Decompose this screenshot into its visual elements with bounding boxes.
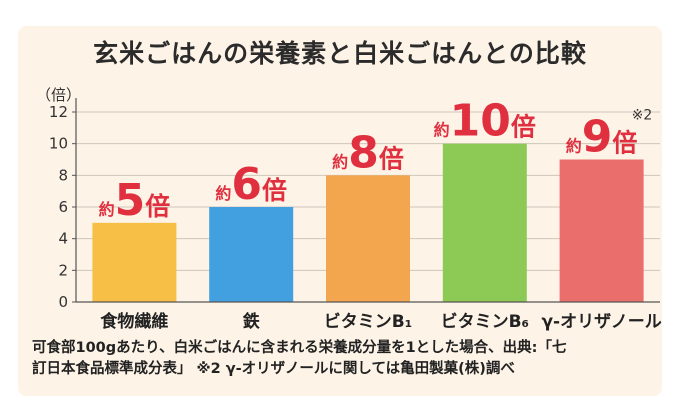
y-tick-label-2: 4 <box>58 230 68 248</box>
data-label-suffix-3: 倍 <box>511 113 536 142</box>
data-label-value-1: 6 <box>231 159 262 210</box>
bar-4 <box>559 159 644 302</box>
footnote-line-2: 訂日本食品標準成分表」 ※2 γ-オリザノールに関しては亀田製菓(株)調べ <box>32 361 515 377</box>
axes: 0 2 4 6 8 10 12（倍） 食物繊維 鉄 ビタミンB₁ ビタミンB₆ γ-オリザノール <box>36 86 662 332</box>
y-tick-label-4: 8 <box>58 166 68 184</box>
data-label-prefix-0: 約 <box>99 200 115 219</box>
data-label-2: 約8倍 <box>332 127 404 178</box>
x-tick-label-4: γ-オリザノール <box>541 312 661 332</box>
data-label-suffix-1: 倍 <box>262 176 287 205</box>
data-label-value-2: 8 <box>348 127 379 178</box>
data-label-0: 約5倍 <box>99 175 171 226</box>
data-label-prefix-2: 約 <box>332 152 348 171</box>
y-tick-label-0: 0 <box>58 293 68 311</box>
data-label-suffix-4: 倍 <box>612 129 637 158</box>
x-tick-label-3: ビタミンB₆ <box>441 312 529 332</box>
y-tick-label-5: 10 <box>49 135 68 153</box>
data-label-4: 約9倍 <box>566 112 638 163</box>
data-label-prefix-1: 約 <box>215 184 231 203</box>
bar-1 <box>209 207 294 302</box>
data-label-1: 約6倍 <box>215 159 287 210</box>
y-tick-label-1: 2 <box>58 261 68 279</box>
x-tick-label-1: 鉄 <box>243 311 260 332</box>
x-tick-label-2: ビタミンB₁ <box>324 312 412 332</box>
bars <box>92 143 644 302</box>
data-label-3: 約10倍 <box>434 96 536 147</box>
chart-title: 玄米ごはんの栄養素と白米ごはんとの比較 <box>93 39 587 68</box>
annotation-4: ※2 <box>632 108 653 124</box>
x-tick-label-0: 食物繊維 <box>100 311 168 332</box>
data-label-value-4: 9 <box>582 112 613 163</box>
data-label-prefix-3: 約 <box>434 121 450 140</box>
data-label-value-0: 5 <box>115 175 146 226</box>
y-axis-label: （倍） <box>36 86 81 104</box>
data-label-prefix-4: 約 <box>566 137 582 156</box>
footnote-line-1: 可食部100gあたり、白米ごはんに含まれる栄養成分量を1とした場合、出典:「七 <box>32 340 567 356</box>
bar-0 <box>92 222 177 302</box>
data-label-value-3: 10 <box>450 96 511 147</box>
data-label-suffix-0: 倍 <box>145 192 170 221</box>
y-tick-label-3: 6 <box>58 198 68 216</box>
bar-2 <box>326 175 410 302</box>
y-tick-label-6: 12 <box>49 103 68 121</box>
data-label-suffix-2: 倍 <box>379 144 404 173</box>
bar-3 <box>442 143 527 302</box>
footnote: 可食部100gあたり、白米ごはんに含まれる栄養成分量を1とした場合、出典:「七 … <box>32 338 657 380</box>
